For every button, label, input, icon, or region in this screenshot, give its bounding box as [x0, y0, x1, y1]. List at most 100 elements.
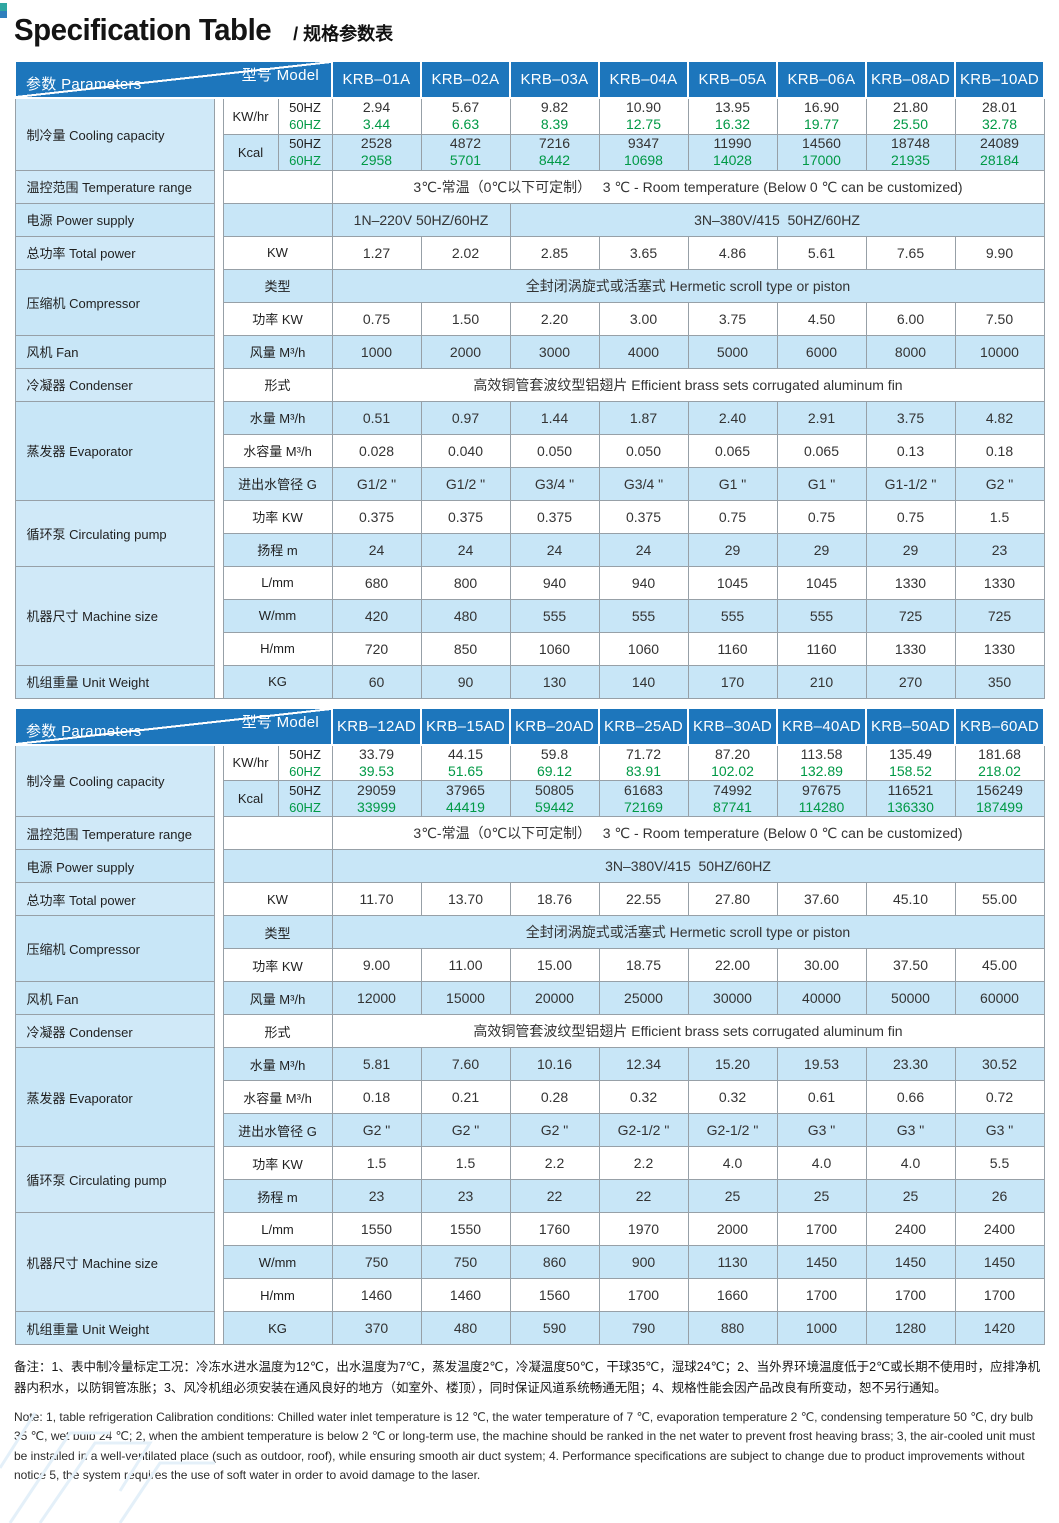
- model-header: KRB–15AD: [420, 706, 511, 746]
- spec-value-dual: 59.8 69.12: [509, 744, 600, 781]
- unit-label: KW: [222, 882, 333, 916]
- spec-value: 725: [865, 598, 956, 633]
- spec-value: 790: [598, 1311, 689, 1345]
- page-title-en: Specification Table: [14, 12, 272, 47]
- spec-value: 860: [509, 1245, 600, 1279]
- value-60hz: 21935: [891, 152, 930, 168]
- spec-value-dual: 13.95 16.32: [687, 97, 778, 135]
- unit-label: H/mm: [222, 1278, 333, 1312]
- row-group-label: 蒸发器 Evaporator: [14, 400, 215, 501]
- page-title: Specification Table / 规格参数表: [0, 0, 1059, 48]
- row-group-label: 循环泵 Circulating pump: [14, 1146, 215, 1213]
- spec-value: 2400: [865, 1212, 956, 1246]
- unit-label: Kcal: [222, 133, 279, 171]
- spec-value: 1550: [331, 1212, 422, 1246]
- spec-value: 590: [509, 1311, 600, 1345]
- spec-value: 0.32: [598, 1080, 689, 1114]
- spec-value-dual: 44.15 51.65: [420, 744, 511, 781]
- spec-value: 25: [687, 1179, 778, 1213]
- spec-value: G1 ": [687, 466, 778, 501]
- footnote-english: Note: 1, table refrigeration Calibration…: [14, 1410, 1035, 1482]
- model-params-corner-cell: 型号 Model 参数 Parameters: [14, 60, 333, 99]
- spec-value: 1700: [865, 1278, 956, 1312]
- spec-value: 1560: [509, 1278, 600, 1312]
- value-50hz: 11990: [713, 135, 752, 151]
- model-header: KRB–01A: [331, 60, 422, 99]
- spec-value: 750: [331, 1245, 422, 1279]
- spec-value: 4.82: [954, 400, 1045, 435]
- spec-value-dual: 116521 136330: [865, 780, 956, 817]
- merged-value: 3N–380V/415 50HZ/60HZ: [509, 202, 1045, 237]
- value-60hz: 2958: [360, 152, 393, 168]
- spec-value: G3/4 ": [598, 466, 689, 501]
- spec-value: 22: [509, 1179, 600, 1213]
- row-group-label: 温控范围 Temperature range: [14, 169, 215, 204]
- spec-value: 55.00: [954, 882, 1045, 916]
- unit-label: [222, 169, 333, 204]
- spec-value: 2.40: [687, 400, 778, 435]
- spec-value: 2.20: [509, 301, 600, 336]
- spec-value: 1160: [776, 631, 867, 666]
- spec-value-dual: 21.80 25.50: [865, 97, 956, 135]
- value-50hz: 5.67: [451, 99, 480, 116]
- spec-value: 3.65: [598, 235, 689, 270]
- value-60hz: 87741: [713, 798, 752, 815]
- spec-value: 24: [598, 532, 689, 567]
- frequency-label: 50HZ 60HZ: [277, 744, 333, 781]
- merged-value: 高效铜管套波纹型铝翅片 Efficient brass sets corruga…: [331, 1014, 1045, 1048]
- value-60hz: 3.44: [362, 116, 391, 133]
- spec-value: 0.18: [331, 1080, 422, 1114]
- spec-value: 27.80: [687, 882, 778, 916]
- value-50hz: 2.94: [362, 99, 391, 116]
- spec-value: 29: [687, 532, 778, 567]
- spec-value: 22: [598, 1179, 689, 1213]
- spec-value-dual: 71.72 83.91: [598, 744, 689, 781]
- spec-value: 0.065: [687, 433, 778, 468]
- merged-value: 3℃-常温（0℃以下可定制） 3 ℃ - Room temperature (B…: [331, 169, 1045, 204]
- value-60hz: 5701: [449, 152, 482, 168]
- spec-value-dual: 11990 14028: [687, 133, 778, 171]
- row-group-label: 机组重量 Unit Weight: [14, 1311, 215, 1345]
- unit-label: [222, 849, 333, 883]
- unit-label: H/mm: [222, 631, 333, 666]
- spec-value: 750: [420, 1245, 511, 1279]
- spec-value: 1130: [687, 1245, 778, 1279]
- spec-value-dual: 10.90 12.75: [598, 97, 689, 135]
- table-row: 水容量 M³/h 0.18 0.21 0.28 0.32 0.32 0.61 0.66 0.72: [15, 1080, 1045, 1114]
- spec-value: 0.028: [331, 433, 422, 468]
- merged-value: 1N–220V 50HZ/60HZ: [331, 202, 511, 237]
- table-row: 水容量 M³/h 0.028 0.040 0.050 0.050 0.065 0.065 0.…: [15, 433, 1045, 468]
- value-60hz: 51.65: [447, 762, 484, 779]
- value-50hz: 21.80: [892, 99, 929, 116]
- value-60hz: 59442: [535, 798, 574, 815]
- value-60hz: 19.77: [803, 116, 840, 133]
- table-row: 制冷量 Cooling capacity KW/hr 50HZ 60HZ 33.79 39…: [14, 744, 1045, 1345]
- model-axis-label: 型号 Model: [241, 713, 319, 731]
- spec-value: 1460: [331, 1278, 422, 1312]
- row-group-label: 电源 Power supply: [14, 849, 215, 883]
- spec-value: 1550: [420, 1212, 511, 1246]
- spec-value: 2000: [687, 1212, 778, 1246]
- table-row: 机组重量 Unit Weight KG 370 480 590 790 880 1000 128…: [14, 1311, 1045, 1345]
- spec-value: 12000: [331, 981, 422, 1015]
- table-row: 压缩机 Compressor 类型 全封闭涡旋式或活塞式 Hermetic scro…: [14, 915, 1045, 982]
- spec-value: 24: [509, 532, 600, 567]
- spec-value: 7.50: [954, 301, 1045, 336]
- row-group-label: 制冷量 Cooling capacity: [14, 97, 215, 171]
- value-60hz: 102.02: [711, 762, 754, 779]
- spec-value: 2.2: [598, 1146, 689, 1180]
- spec-value: 45.10: [865, 882, 956, 916]
- spec-value: 0.51: [331, 400, 422, 435]
- row-group-label: 总功率 Total power: [14, 882, 215, 916]
- model-header: KRB–10AD: [954, 60, 1045, 99]
- value-50hz: 4872: [449, 135, 482, 151]
- spec-value: 3.00: [598, 301, 689, 336]
- row-group-label: 冷凝器 Condenser: [14, 367, 215, 402]
- unit-label: 形式: [222, 1014, 333, 1048]
- value-50hz: 2528: [360, 135, 393, 151]
- table-row: 冷凝器 Condenser 形式 高效铜管套波纹型铝翅片 Efficient bra…: [14, 367, 1045, 402]
- unit-label: 类型: [222, 915, 333, 949]
- unit-label: 扬程 m: [222, 532, 333, 567]
- spec-value-dual: 113.58 132.89: [776, 744, 867, 781]
- spec-value: 850: [420, 631, 511, 666]
